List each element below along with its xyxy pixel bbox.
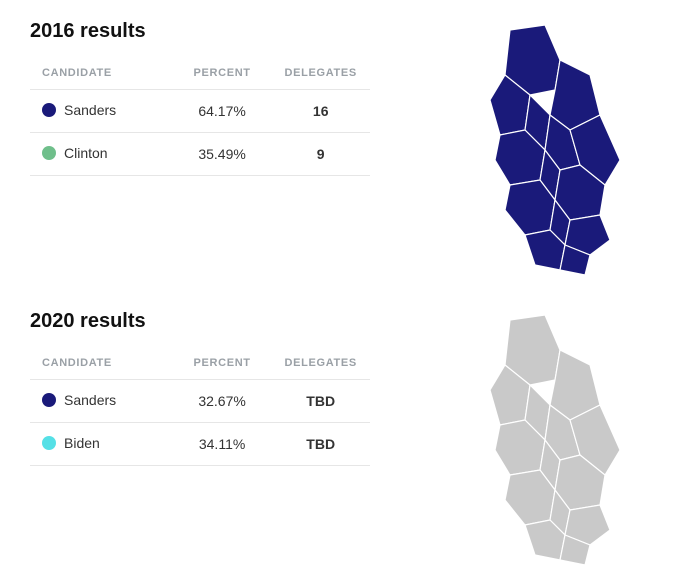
map-2020 — [430, 310, 670, 570]
section-title: 2016 results — [30, 20, 370, 43]
maine-map-icon — [450, 310, 650, 570]
candidate-color-dot — [42, 103, 56, 117]
candidate-delegates: TBD — [271, 423, 370, 466]
results-block-2020: 2020 results CANDIDATE PERCENT DELEGATES… — [30, 310, 370, 466]
col-candidate: CANDIDATE — [30, 347, 173, 380]
candidate-percent: 32.67% — [173, 380, 272, 423]
section-2016: 2016 results CANDIDATE PERCENT DELEGATES… — [30, 20, 670, 280]
section-2020: 2020 results CANDIDATE PERCENT DELEGATES… — [30, 310, 670, 570]
candidate-delegates: 16 — [271, 90, 370, 133]
candidate-color-dot — [42, 393, 56, 407]
candidate-color-dot — [42, 436, 56, 450]
candidate-name: Sanders — [64, 102, 116, 118]
maine-map-icon — [450, 20, 650, 280]
results-block-2016: 2016 results CANDIDATE PERCENT DELEGATES… — [30, 20, 370, 176]
table-row: Sanders 64.17% 16 — [30, 90, 370, 133]
table-row: Biden 34.11% TBD — [30, 423, 370, 466]
results-table: CANDIDATE PERCENT DELEGATES Sanders 64.1… — [30, 57, 370, 176]
section-title: 2020 results — [30, 310, 370, 333]
candidate-delegates: 9 — [271, 133, 370, 176]
results-table: CANDIDATE PERCENT DELEGATES Sanders 32.6… — [30, 347, 370, 466]
candidate-name: Clinton — [64, 145, 108, 161]
candidate-color-dot — [42, 146, 56, 160]
candidate-percent: 64.17% — [173, 90, 272, 133]
col-candidate: CANDIDATE — [30, 57, 173, 90]
candidate-delegates: TBD — [271, 380, 370, 423]
candidate-percent: 35.49% — [173, 133, 272, 176]
candidate-name: Sanders — [64, 392, 116, 408]
col-delegates: DELEGATES — [271, 347, 370, 380]
map-2016 — [430, 20, 670, 280]
candidate-name: Biden — [64, 435, 100, 451]
table-row: Clinton 35.49% 9 — [30, 133, 370, 176]
col-percent: PERCENT — [173, 57, 272, 90]
col-delegates: DELEGATES — [271, 57, 370, 90]
table-row: Sanders 32.67% TBD — [30, 380, 370, 423]
candidate-percent: 34.11% — [173, 423, 272, 466]
col-percent: PERCENT — [173, 347, 272, 380]
